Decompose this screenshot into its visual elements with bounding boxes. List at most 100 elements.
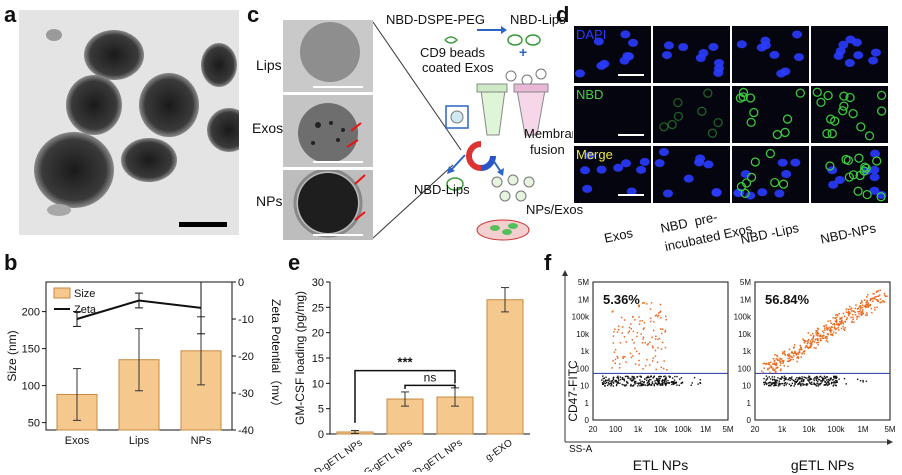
- nucleus-mark: [793, 53, 804, 62]
- event-positive: [874, 296, 877, 298]
- event-negative: [637, 385, 639, 387]
- event-negative: [772, 382, 774, 384]
- event-negative: [834, 377, 836, 379]
- event-negative: [678, 384, 681, 387]
- event-positive: [829, 330, 831, 332]
- event-negative: [769, 385, 771, 387]
- y2-tick-label: -40: [238, 425, 254, 437]
- event-negative: [775, 379, 777, 381]
- event-positive: [817, 343, 819, 346]
- scale-bar-lips: [313, 86, 363, 88]
- nucleus-mark: [838, 40, 849, 49]
- x-tick-label: 5M: [722, 425, 733, 434]
- event-positive: [804, 339, 806, 342]
- event-negative: [601, 382, 604, 384]
- event-positive: [623, 336, 626, 338]
- event-negative: [646, 382, 648, 384]
- event-positive: [830, 333, 833, 336]
- event-negative: [629, 379, 632, 381]
- event-negative: [662, 382, 664, 384]
- nucleus-mark: [853, 51, 864, 60]
- event-positive: [804, 346, 807, 349]
- event-negative: [648, 380, 650, 383]
- event-negative: [778, 383, 780, 386]
- event-negative: [691, 382, 693, 384]
- nucleus-mark: [844, 59, 855, 68]
- event-positive: [771, 366, 773, 369]
- event-positive: [812, 337, 815, 339]
- event-negative: [769, 378, 772, 380]
- event-negative: [763, 377, 765, 380]
- event-positive: [660, 366, 663, 369]
- event-positive: [613, 351, 616, 353]
- event-positive: [870, 298, 873, 300]
- event-negative: [668, 375, 670, 377]
- event-negative: [783, 377, 785, 379]
- x-tick-label: D-gETL NPs: [313, 437, 365, 472]
- panel-label-e: e: [288, 250, 301, 275]
- event-negative: [697, 383, 699, 385]
- event-positive: [781, 359, 784, 362]
- event-negative: [830, 378, 832, 380]
- event-negative: [671, 377, 674, 379]
- nbd-ring-mark: [839, 101, 849, 111]
- event-negative: [627, 377, 629, 379]
- event-positive: [884, 295, 887, 298]
- event-positive: [779, 361, 781, 363]
- event-positive: [783, 360, 785, 362]
- event-positive: [875, 291, 878, 293]
- nbd-ring-mark: [765, 148, 775, 159]
- event-positive: [644, 364, 647, 367]
- event-positive: [810, 342, 812, 344]
- event-positive: [763, 362, 766, 365]
- event-positive: [625, 361, 627, 363]
- event-negative: [788, 377, 791, 379]
- event-negative: [817, 383, 819, 385]
- y-tick-label: 150: [22, 344, 40, 356]
- nucleus-mark: [777, 158, 788, 167]
- event-positive: [867, 302, 870, 305]
- event-negative: [815, 385, 818, 387]
- event-negative: [771, 376, 773, 378]
- y-tick-label: 30: [312, 277, 324, 289]
- nucleus-mark: [708, 42, 719, 51]
- event-positive: [622, 355, 624, 358]
- event-positive: [796, 356, 798, 359]
- nucleus-mark: [575, 69, 586, 78]
- event-positive: [823, 331, 825, 334]
- event-negative: [771, 379, 774, 381]
- event-positive: [642, 368, 644, 370]
- event-positive: [815, 338, 817, 340]
- nucleus-mark: [683, 174, 694, 183]
- event-negative: [642, 383, 645, 386]
- y-tick-label: 0: [318, 429, 324, 441]
- event-negative: [610, 380, 612, 382]
- event-positive: [810, 345, 812, 347]
- event-positive: [642, 328, 645, 330]
- event-negative: [631, 379, 633, 381]
- event-negative: [784, 382, 787, 384]
- x-tick-label: Lips: [129, 435, 150, 447]
- event-negative: [650, 384, 653, 386]
- event-positive: [831, 333, 834, 335]
- event-positive: [869, 304, 872, 307]
- event-negative: [671, 383, 673, 386]
- event-positive: [865, 314, 867, 317]
- event-negative: [796, 380, 799, 382]
- event-positive: [773, 362, 776, 365]
- nucleus-mark: [869, 173, 880, 182]
- event-positive: [835, 319, 838, 321]
- event-negative: [826, 382, 828, 385]
- y-tick-label: 50: [28, 418, 40, 430]
- y-tick-label: 100: [22, 381, 40, 393]
- nucleus-mark: [756, 43, 767, 52]
- nbd-ring-mark: [746, 117, 756, 128]
- event-positive: [765, 362, 768, 365]
- x-tick-label: 10k: [654, 425, 668, 434]
- event-negative: [664, 382, 666, 385]
- y-tick-label: 20: [312, 328, 324, 340]
- event-negative: [606, 379, 608, 382]
- event-negative: [650, 375, 652, 378]
- event-negative: [604, 379, 607, 381]
- event-negative: [601, 379, 603, 381]
